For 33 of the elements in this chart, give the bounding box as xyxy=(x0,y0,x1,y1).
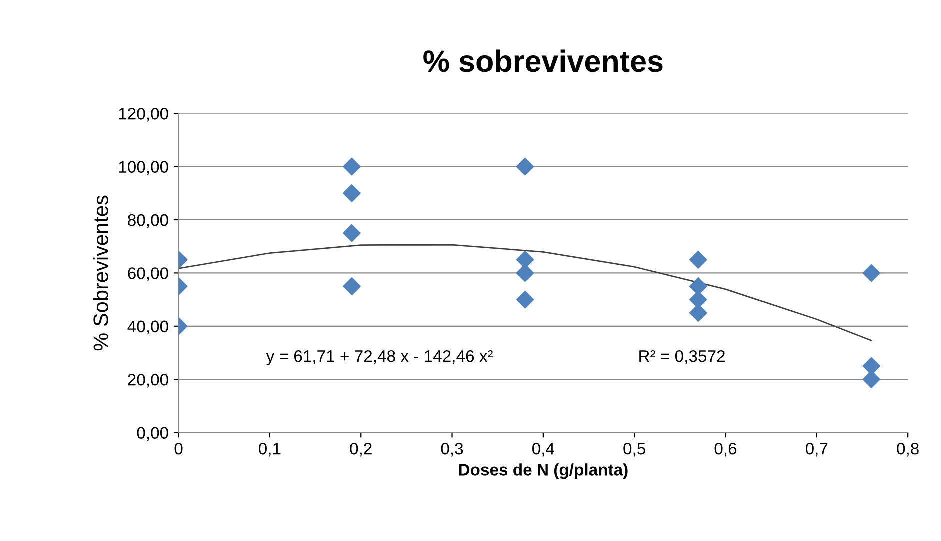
y-tick-label: 60,00 xyxy=(128,268,168,282)
chart-title: % sobreviventes xyxy=(424,50,663,72)
line-series xyxy=(178,244,872,342)
x-tick-label: 0,8 xyxy=(897,442,919,457)
point xyxy=(343,224,361,242)
point xyxy=(862,264,881,282)
point xyxy=(689,278,708,296)
point xyxy=(516,158,534,176)
annotation: R² = 0,3572 xyxy=(640,350,725,364)
x-tick-label: 0,7 xyxy=(806,442,828,457)
point xyxy=(343,184,361,202)
point xyxy=(689,250,708,269)
y-axis-title: % Sobreviventes xyxy=(93,196,108,351)
y-tick-label: 40,00 xyxy=(128,320,168,335)
x-tick-label: 0,3 xyxy=(441,442,464,457)
x-axis-title: Doses de N (g/planta) xyxy=(459,464,628,480)
y-tick-label: 80,00 xyxy=(128,214,168,228)
point xyxy=(516,290,534,309)
y-tick-label: 0,00 xyxy=(137,427,168,441)
y-tick-label: 20,00 xyxy=(128,374,168,388)
point xyxy=(343,158,361,176)
x-tick-label: 0,4 xyxy=(532,442,555,457)
x-tick-label: 0,5 xyxy=(624,442,646,457)
x-tick-label: 0,2 xyxy=(350,442,372,457)
x-tick-label: 0 xyxy=(174,442,183,455)
y-tick-label: 100,00 xyxy=(119,161,168,175)
annotation: y = 61,71 + 72,48 x - 142,46 x² xyxy=(266,350,493,366)
point xyxy=(516,250,534,269)
point xyxy=(343,278,361,296)
x-tick-label: 0,1 xyxy=(259,442,281,457)
point xyxy=(689,304,708,322)
y-tick-label: 120,00 xyxy=(119,108,168,122)
x-tick-label: 0,6 xyxy=(714,442,737,457)
